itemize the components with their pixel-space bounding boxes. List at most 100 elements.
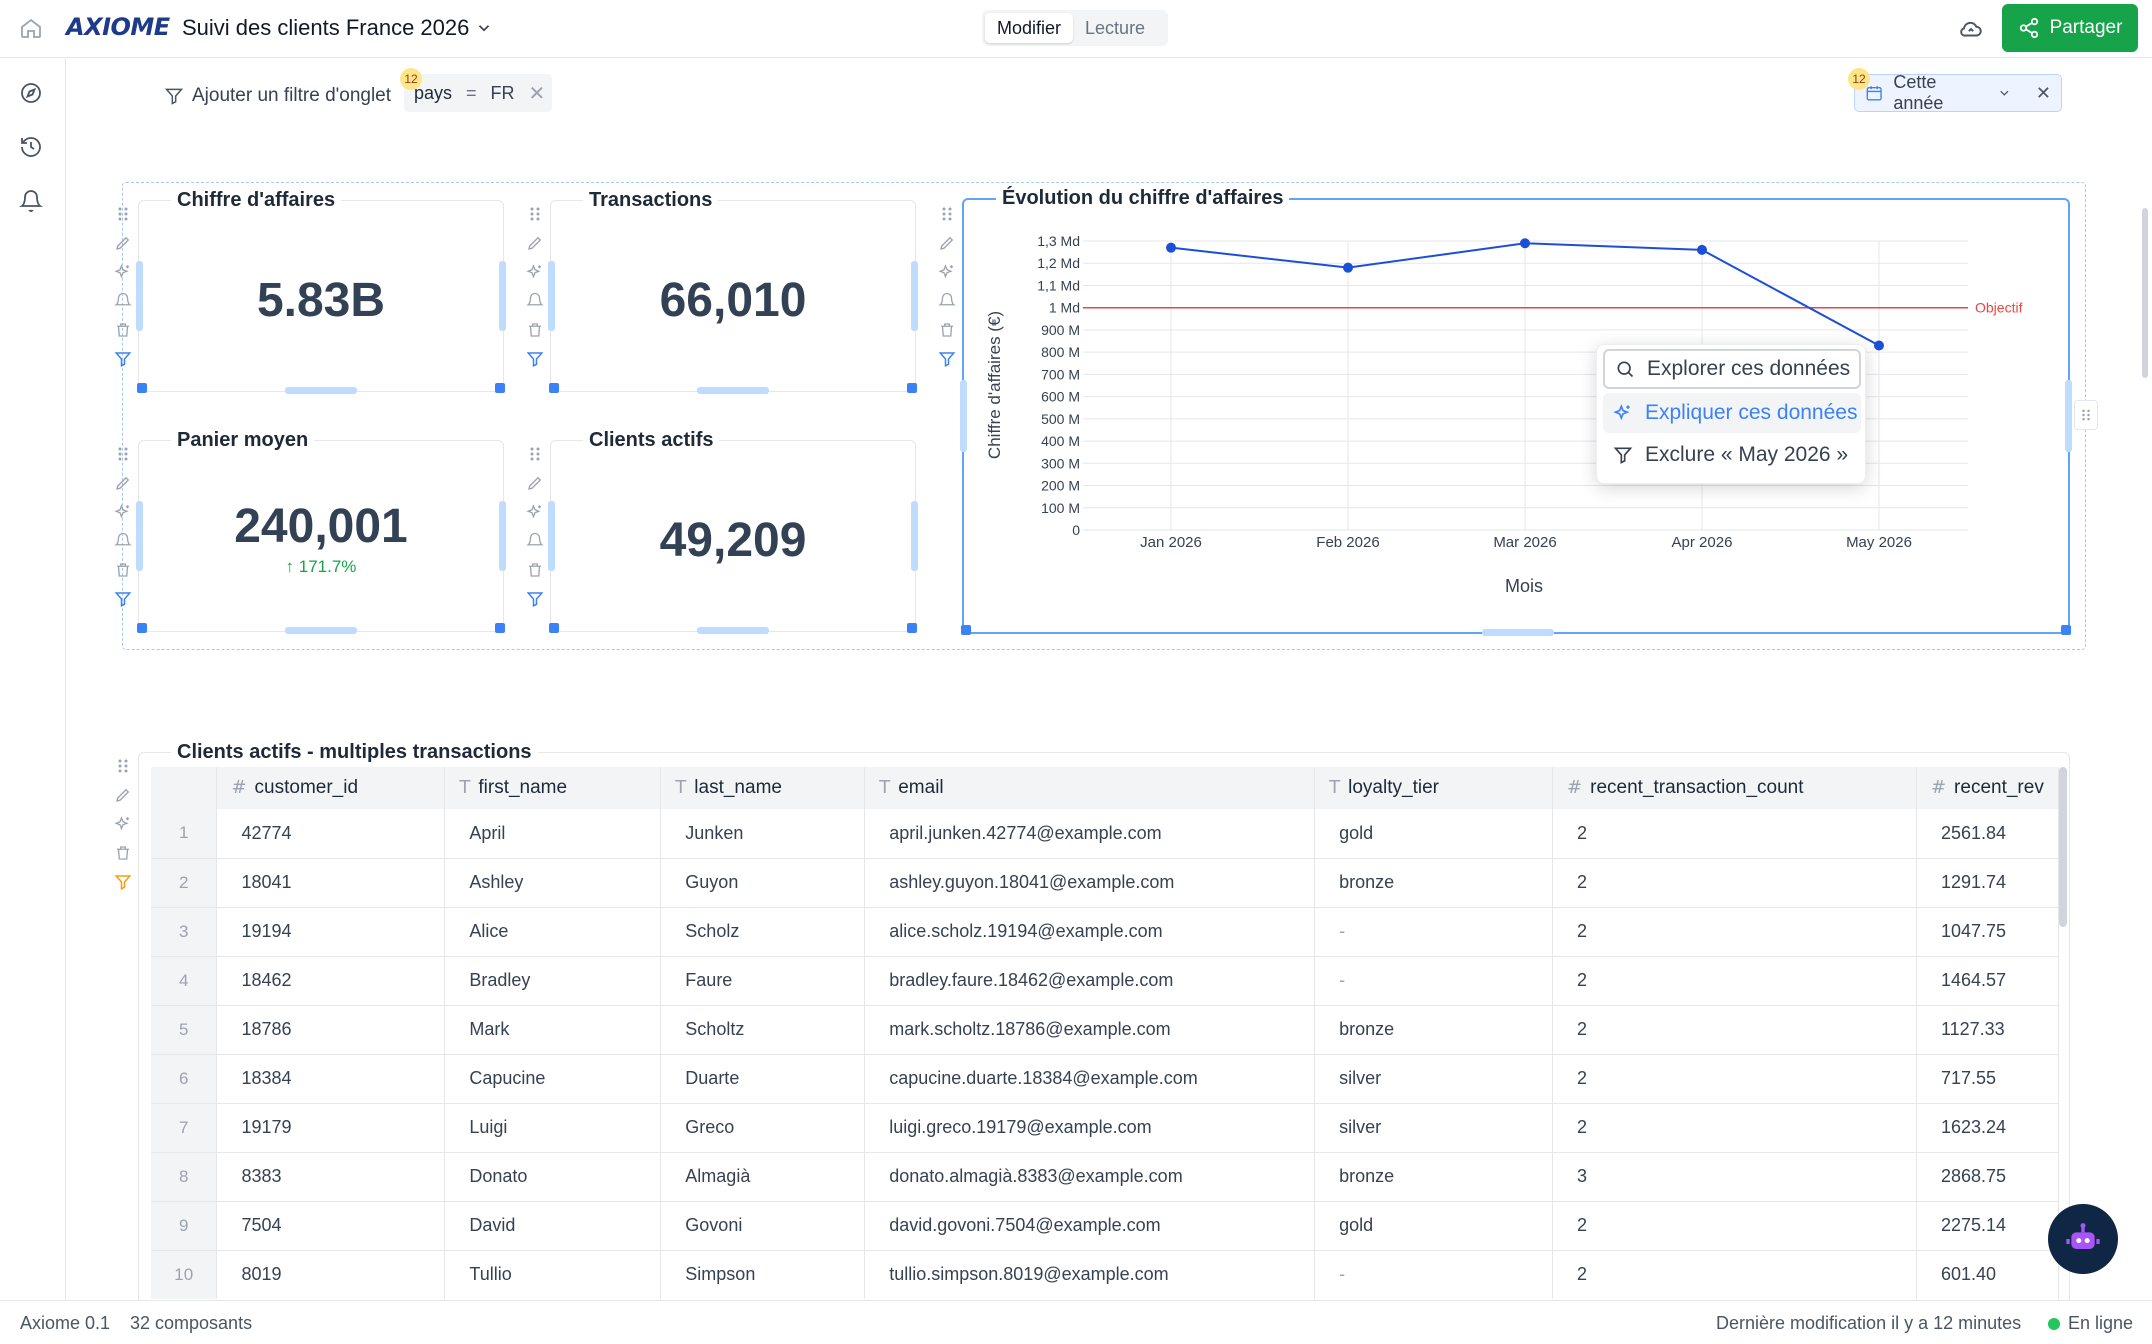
column-header-customer-id[interactable]: # customer_id (216, 767, 446, 809)
resize-handle[interactable] (499, 501, 506, 571)
kpi-card-transactions[interactable]: Transactions 66,010 (548, 189, 918, 394)
cloud-sync-icon[interactable] (1956, 14, 1986, 44)
table-cell[interactable]: Guyon (660, 858, 866, 908)
date-filter-chip[interactable]: Cette année ✕ (1854, 72, 2062, 113)
table-cell[interactable]: 19194 (216, 907, 446, 957)
trash-icon[interactable] (937, 320, 957, 340)
resize-handle[interactable] (136, 501, 143, 571)
table-cell[interactable]: April (444, 809, 662, 859)
table-cell[interactable]: Donato (444, 1152, 662, 1202)
resize-handle[interactable] (911, 261, 918, 331)
sparkles-icon[interactable] (113, 502, 133, 522)
explore-data-item[interactable]: Explorer ces données (1603, 349, 1861, 389)
table-cell[interactable]: 1623.24 (1916, 1103, 2059, 1153)
resize-handle[interactable] (548, 501, 555, 571)
table-cell[interactable]: 2 (1552, 1250, 1917, 1299)
table-cell[interactable]: 2 (1552, 809, 1917, 859)
trash-icon[interactable] (525, 560, 545, 580)
table-cell[interactable]: Almagià (660, 1152, 866, 1202)
table-cell[interactable]: Tullio (444, 1250, 662, 1299)
table-cell[interactable]: Bradley (444, 956, 662, 1006)
table-cell[interactable]: donato.almagià.8383@example.com (864, 1152, 1316, 1202)
resize-handle[interactable] (285, 627, 357, 634)
table-cell[interactable]: tullio.simpson.8019@example.com (864, 1250, 1316, 1299)
table-cell[interactable]: 18041 (216, 858, 446, 908)
drag-handle-icon[interactable] (113, 756, 133, 776)
table-cell[interactable]: bronze (1314, 1005, 1554, 1055)
filter-icon[interactable] (113, 349, 133, 369)
table-row[interactable]: 9 7504 David Govoni david.govoni.7504@exampl… (151, 1201, 2059, 1251)
trash-icon[interactable] (525, 320, 545, 340)
table-cell[interactable]: Scholtz (660, 1005, 866, 1055)
filter-icon[interactable] (113, 589, 133, 609)
table-cell[interactable]: - (1314, 956, 1554, 1006)
table-cell[interactable]: 8383 (216, 1152, 446, 1202)
table-cell[interactable]: david.govoni.7504@example.com (864, 1201, 1316, 1251)
table-row[interactable]: 7 19179 Luigi Greco luigi.greco.19179@exampl… (151, 1103, 2059, 1153)
drag-handle-icon[interactable] (525, 204, 545, 224)
edit-pencil-icon[interactable] (113, 233, 133, 253)
corner-handle[interactable] (137, 383, 147, 393)
table-cell[interactable]: Capucine (444, 1054, 662, 1104)
corner-handle[interactable] (2061, 625, 2071, 635)
edit-pencil-icon[interactable] (113, 785, 133, 805)
resize-handle[interactable] (697, 627, 769, 634)
resize-handle[interactable] (911, 501, 918, 571)
corner-handle[interactable] (907, 383, 917, 393)
corner-handle[interactable] (549, 623, 559, 633)
table-cell[interactable]: 1291.74 (1916, 858, 2059, 908)
table-cell[interactable]: bronze (1314, 1152, 1554, 1202)
bell-icon[interactable] (113, 531, 133, 551)
resize-handle[interactable] (697, 387, 769, 394)
table-cell[interactable]: 601.40 (1916, 1250, 2059, 1299)
table-cell[interactable]: ashley.guyon.18041@example.com (864, 858, 1316, 908)
edit-pencil-icon[interactable] (525, 233, 545, 253)
trash-icon[interactable] (113, 843, 133, 863)
table-cell[interactable]: 18462 (216, 956, 446, 1006)
table-cell[interactable]: Scholz (660, 907, 866, 957)
table-cell[interactable]: bradley.faure.18462@example.com (864, 956, 1316, 1006)
table-cell[interactable]: silver (1314, 1103, 1554, 1153)
history-icon[interactable] (16, 132, 46, 162)
edit-pencil-icon[interactable] (113, 473, 133, 493)
table-cell[interactable]: - (1314, 907, 1554, 957)
bell-icon[interactable] (113, 291, 133, 311)
table-cell[interactable]: luigi.greco.19179@example.com (864, 1103, 1316, 1153)
table-cell[interactable]: Duarte (660, 1054, 866, 1104)
table-cell[interactable]: 2 (1552, 1054, 1917, 1104)
table-cell[interactable]: - (1314, 1250, 1554, 1299)
table-cell[interactable]: 2 (1552, 956, 1917, 1006)
drag-handle-icon[interactable] (525, 444, 545, 464)
bell-icon[interactable] (525, 291, 545, 311)
column-header-recent-transaction-count[interactable]: # recent_transaction_count (1552, 767, 1917, 809)
column-header-recent-rev[interactable]: # recent_rev (1916, 767, 2059, 809)
table-cell[interactable]: 3 (1552, 1152, 1917, 1202)
country-filter-chip[interactable]: pays = FR ✕ (404, 74, 552, 112)
table-cell[interactable]: Alice (444, 907, 662, 957)
table-cell[interactable]: 19179 (216, 1103, 446, 1153)
table-cell[interactable]: 1127.33 (1916, 1005, 2059, 1055)
table-cell[interactable]: 717.55 (1916, 1054, 2059, 1104)
table-cell[interactable]: Govoni (660, 1201, 866, 1251)
table-cell[interactable]: Faure (660, 956, 866, 1006)
table-row[interactable]: 8 8383 Donato Almagià donato.almagià.8383@ex… (151, 1152, 2059, 1202)
table-cell[interactable]: mark.scholtz.18786@example.com (864, 1005, 1316, 1055)
table-cell[interactable]: 42774 (216, 809, 446, 859)
table-row[interactable]: 1 42774 April Junken april.junken.42774@exam… (151, 809, 2059, 859)
table-cell[interactable]: alice.scholz.19194@example.com (864, 907, 1316, 957)
data-point[interactable] (1166, 242, 1176, 253)
bell-icon[interactable] (937, 291, 957, 311)
table-cell[interactable]: Luigi (444, 1103, 662, 1153)
add-tab-filter-button[interactable]: Ajouter un filtre d'onglet (164, 82, 391, 110)
kpi-card-revenue[interactable]: Chiffre d'affaires 5.83B (136, 189, 506, 394)
table-cell[interactable]: 7504 (216, 1201, 446, 1251)
resize-handle[interactable] (499, 261, 506, 331)
chevron-down-icon[interactable] (1997, 85, 2012, 101)
table-cell[interactable]: gold (1314, 1201, 1554, 1251)
table-cell[interactable]: april.junken.42774@example.com (864, 809, 1316, 859)
